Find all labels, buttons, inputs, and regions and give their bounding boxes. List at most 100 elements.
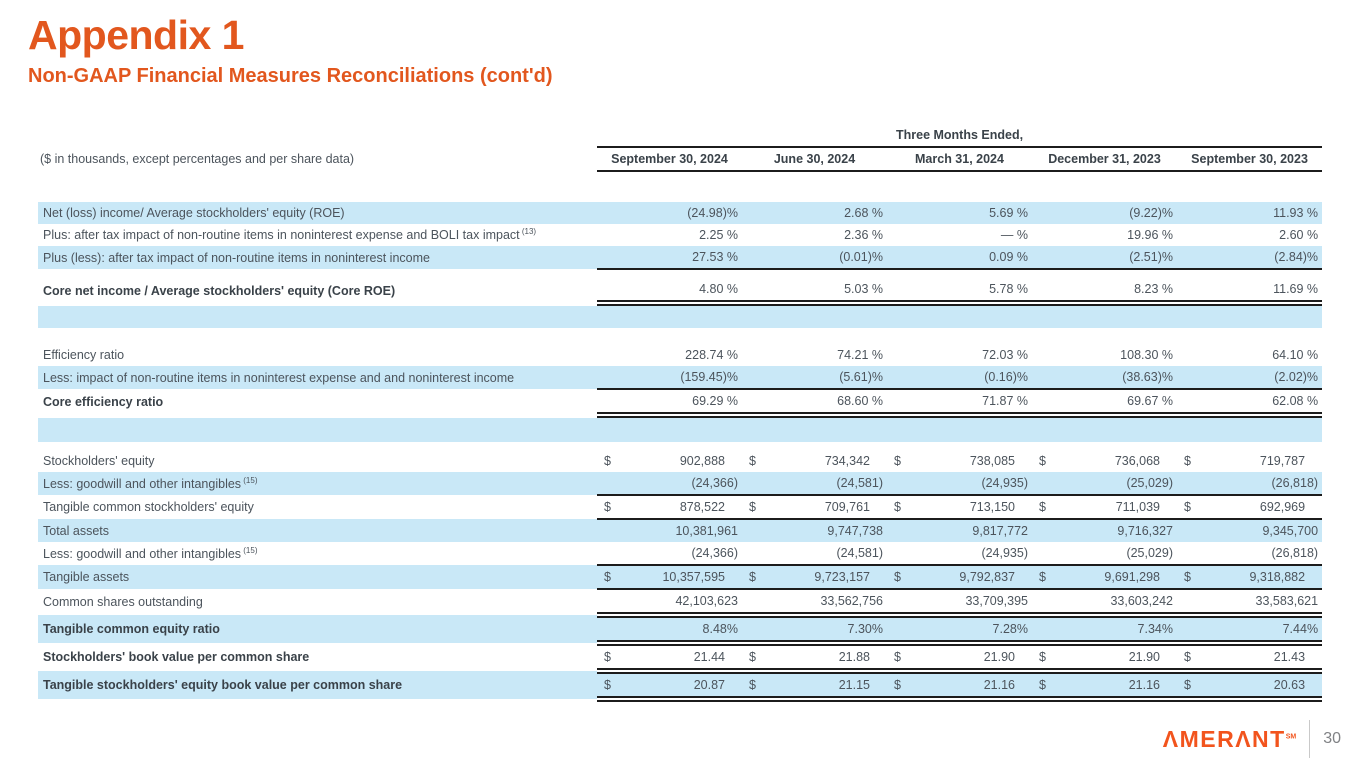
cell-value: (9.22)% (1129, 206, 1173, 221)
amerant-logo-text: ΛMERΛNT (1162, 725, 1286, 752)
dollar-sign: $ (887, 643, 913, 675)
cell-value: 9,691,298 (1058, 565, 1177, 591)
row-label: Total assets (43, 523, 110, 538)
row-label: Efficiency ratio (43, 348, 125, 363)
dollar-sign (1032, 278, 1058, 307)
cell-value: — % (1000, 228, 1028, 243)
cell-value: 108.30 % (1120, 348, 1173, 363)
dollar-sign: $ (1032, 495, 1058, 521)
dollar-sign (597, 589, 623, 619)
spacer-cell (38, 269, 1322, 278)
table-row: Net (loss) income/ Average stockholders'… (38, 202, 1323, 225)
cell-value: (25,029) (1058, 472, 1177, 497)
cell-value: 9,318,882 (1203, 565, 1323, 591)
row-label: Stockholders' equity (43, 454, 155, 469)
dollar-sign (887, 589, 913, 619)
cell-value: (2.84)% (1203, 246, 1323, 271)
cell-value: 33,562,756 (768, 589, 887, 619)
dollar-sign (742, 202, 768, 224)
footnote-ref: (15) (241, 475, 258, 485)
table-row: Less: goodwill and other intangibles (15… (38, 472, 1323, 497)
cell-value: (24,366) (623, 542, 742, 567)
dollar-sign: $ (742, 495, 768, 521)
dollar-sign (1177, 246, 1203, 271)
dollar-sign: $ (1032, 671, 1058, 703)
table-row: Tangible assets $10,357,595 $9,723,157 $9,7… (38, 565, 1323, 591)
dollar-sign: $ (597, 495, 623, 521)
cell-value: 33,583,621 (1203, 589, 1323, 619)
column-header: December 31, 2023 (1032, 147, 1177, 173)
dollar-sign: $ (1032, 643, 1058, 675)
gap-row (38, 328, 1322, 344)
page-number: 30 (1323, 730, 1341, 747)
cell-value: 21.15 (768, 671, 887, 703)
cell-value: 2.25 % (699, 228, 738, 243)
dollar-sign (1032, 202, 1058, 224)
cell-value: 7.44% (1203, 615, 1323, 647)
highlight-spacer-row (38, 415, 1323, 443)
table-row: Tangible stockholders' equity book value… (38, 671, 1323, 703)
dollar-sign (1032, 542, 1058, 567)
dollar-sign (1177, 519, 1203, 542)
reconciliation-table-wrap: Three Months Ended, ($ in thousands, exc… (38, 124, 1365, 703)
footer-divider (1309, 720, 1311, 758)
span-header-row: Three Months Ended, (38, 124, 1323, 149)
dollar-sign (1032, 389, 1058, 419)
cell-value: 69.67 % (1058, 389, 1177, 419)
dollar-sign (887, 519, 913, 542)
row-label: Stockholders' book value per common shar… (43, 650, 310, 665)
dollar-sign (1032, 615, 1058, 647)
row-label: Tangible common equity ratio (43, 622, 220, 637)
dollar-sign (597, 246, 623, 271)
dollar-sign (1177, 589, 1203, 619)
dollar-sign: $ (887, 495, 913, 521)
cell-value: 33,709,395 (913, 589, 1032, 619)
table-row: Efficiency ratio 228.74 % 74.21 % 72.03 % 10… (38, 344, 1322, 366)
cell-value: 11.69 % (1203, 278, 1323, 307)
dollar-sign (887, 389, 913, 419)
dollar-sign: $ (887, 671, 913, 703)
row-label: Plus (less): after tax impact of non-rou… (43, 250, 430, 265)
cell-value: 736,068 (1114, 454, 1160, 469)
cell-value: 9,723,157 (768, 565, 887, 591)
cell-value: 738,085 (969, 454, 1015, 469)
dollar-sign (742, 246, 768, 271)
dollar-sign (742, 278, 768, 307)
cell-value: 10,357,595 (623, 565, 742, 591)
cell-value: (24,366) (623, 472, 742, 497)
dollar-sign (597, 542, 623, 567)
page-subtitle: Non-GAAP Financial Measures Reconciliati… (28, 65, 553, 88)
dollar-sign: $ (597, 671, 623, 703)
table-row: Less: goodwill and other intangibles (15… (38, 542, 1323, 567)
cell-value: 878,522 (623, 495, 742, 521)
dollar-sign (887, 246, 913, 271)
cell-value: 9,716,327 (1117, 524, 1173, 539)
table-row: Common shares outstanding 42,103,623 33,56… (38, 589, 1323, 619)
cell-value: 33,603,242 (1058, 589, 1177, 619)
dollar-sign (597, 344, 623, 366)
dollar-sign (742, 389, 768, 419)
span-header-spacer (38, 124, 597, 147)
row-label: Plus: after tax impact of non-routine it… (43, 226, 537, 243)
row-label: Less: goodwill and other intangibles (15… (43, 545, 258, 561)
dollar-sign: $ (742, 643, 768, 675)
dollar-sign (887, 542, 913, 567)
cell-value: (26,818) (1203, 472, 1323, 497)
row-label: Core net income / Average stockholders' … (43, 283, 396, 298)
cell-value: 719,787 (1259, 454, 1306, 469)
dollar-sign (1177, 224, 1203, 246)
dollar-sign (1177, 366, 1203, 391)
table-row: Stockholders' equity $902,888 $734,342 $738… (38, 450, 1322, 472)
column-header: March 31, 2024 (887, 147, 1032, 173)
dollar-sign (742, 472, 768, 497)
cell-value: 2.36 % (844, 228, 883, 243)
cell-value: 21.44 (623, 643, 742, 675)
gap-row (38, 269, 1322, 278)
cell-value: 902,888 (679, 454, 725, 469)
dollar-sign: $ (749, 454, 756, 469)
dollar-sign (597, 615, 623, 647)
cell-value: 21.16 (1058, 671, 1177, 703)
table-row: Plus: after tax impact of non-routine it… (38, 224, 1322, 246)
dollar-sign: $ (1177, 565, 1203, 591)
row-label: Less: impact of non-routine items in non… (43, 370, 515, 385)
